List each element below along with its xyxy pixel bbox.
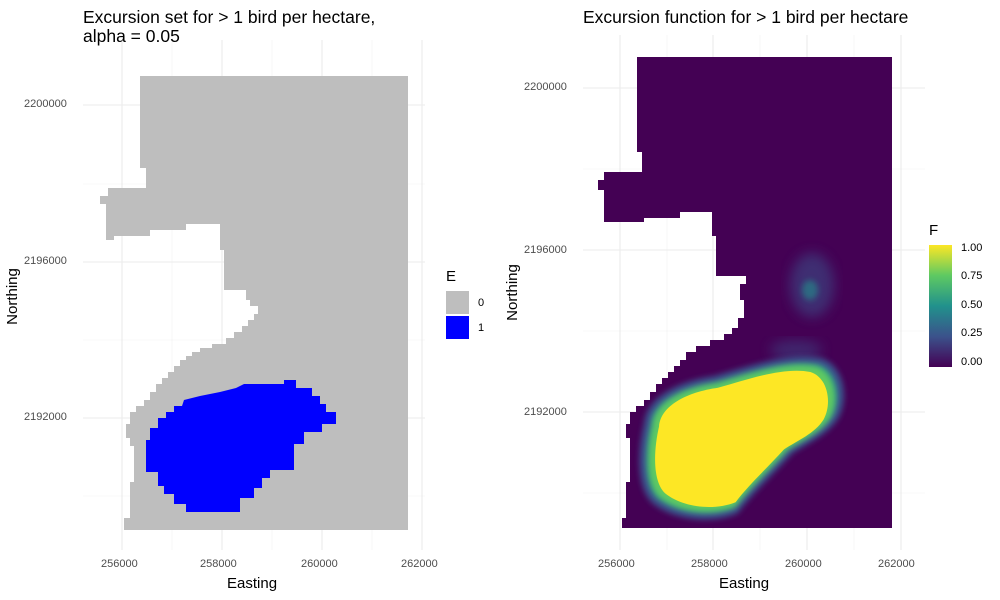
colorbar-tick: 0.50 [961,299,983,311]
y-tick-label: 2200000 [524,81,567,93]
y-tick-label: 2192000 [524,406,567,418]
y-tick-label: 2196000 [24,255,67,267]
legend-swatch-0 [446,291,469,314]
excursion-set-panel: Excursion set for > 1 bird per hectare, … [3,7,485,592]
x-tick-label: 262000 [878,558,915,570]
colorbar [929,245,952,367]
legend-swatch-1 [446,316,469,339]
legend-label-0: 0 [478,297,485,309]
y-axis-title: Northing [503,264,521,321]
x-tick-label: 260000 [301,558,338,570]
chart-title: Excursion function for > 1 bird per hect… [583,7,909,27]
x-tick-label: 258000 [200,558,237,570]
excursion-function-connector [770,340,822,360]
excursion-function-panel: Excursion function for > 1 bird per hect… [500,0,1000,600]
y-tick-label: 2192000 [24,411,67,423]
y-axis-title: Northing [3,268,21,325]
excursion-function-plot [583,35,925,550]
legend-label-1: 1 [478,322,485,334]
x-tick-label: 262000 [401,558,438,570]
legend-title: F [929,222,939,239]
x-axis-title: Easting [227,575,278,592]
x-tick-label: 256000 [101,558,138,570]
x-tick-label: 260000 [785,558,822,570]
colorbar-tick: 0.00 [961,356,983,368]
colorbar-tick: 1.00 [961,242,983,254]
y-tick-label: 2200000 [24,98,67,110]
excursion-set-plot [83,40,425,550]
excursion-set-region [146,380,336,512]
colorbar-tick: 0.25 [961,327,983,339]
chart-title-line1: Excursion set for > 1 bird per hectare, [83,7,376,27]
x-tick-label: 256000 [598,558,635,570]
y-tick-label: 2196000 [524,244,567,256]
excursion-function-core [655,370,828,507]
legend-title: E [446,268,457,285]
colorbar-tick: 0.75 [961,270,983,282]
x-axis-title: Easting [719,575,770,592]
chart-title-line2: alpha = 0.05 [83,26,180,46]
x-tick-label: 258000 [691,558,728,570]
excursion-function-hotspot-core [802,280,818,300]
